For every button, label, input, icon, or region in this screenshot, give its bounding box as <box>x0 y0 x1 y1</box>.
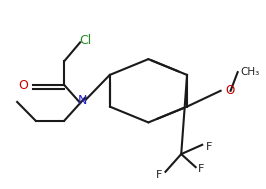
Text: F: F <box>198 164 204 174</box>
Text: N: N <box>78 94 88 107</box>
Text: F: F <box>206 142 212 152</box>
Text: Cl: Cl <box>79 34 92 47</box>
Text: CH₃: CH₃ <box>240 67 260 77</box>
Text: O: O <box>226 84 235 97</box>
Text: F: F <box>156 170 162 180</box>
Text: O: O <box>18 79 28 92</box>
